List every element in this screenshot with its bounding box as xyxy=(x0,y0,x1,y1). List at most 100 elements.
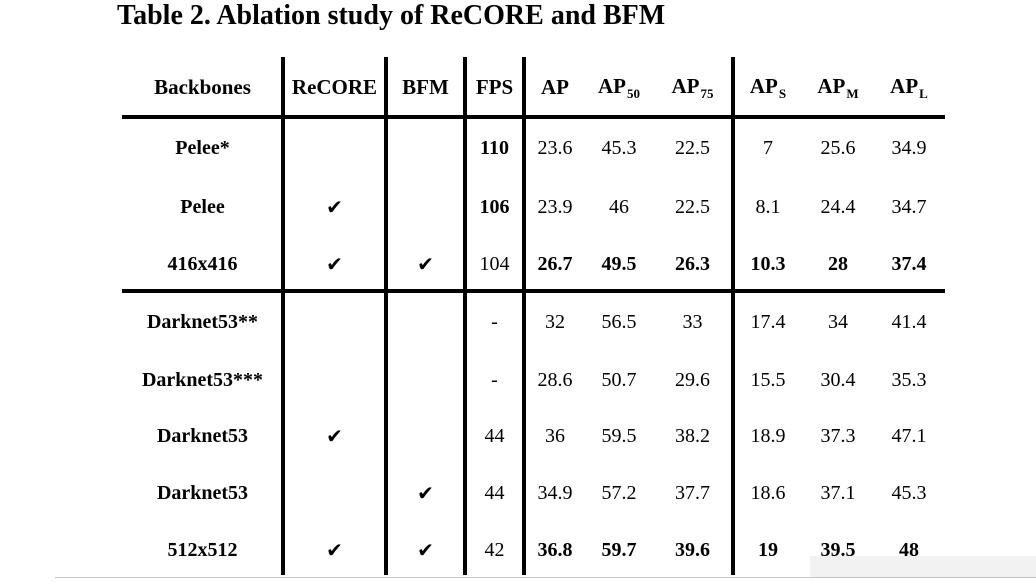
cell-r1-ap-large: 34.9 xyxy=(891,137,927,159)
cell-r4-recore xyxy=(283,292,386,351)
cell-r4-ap-small: 17.4 xyxy=(750,310,786,333)
cell-r7-recore xyxy=(283,464,386,521)
cell-r8-ap-small: 19 xyxy=(758,538,778,561)
cell-r8-recore-checkmark-icon: ✔ xyxy=(326,537,343,562)
cell-r6-ap: 36 xyxy=(545,425,565,447)
cell-r2-ap75: 22.5 xyxy=(675,195,710,218)
cell-r2-ap: 23.9 xyxy=(537,195,573,218)
cell-r8-ap50: 59.7 xyxy=(601,538,637,561)
header-ap50-label: AP50 xyxy=(598,73,640,101)
cell-r5-ap50: 50.7 xyxy=(601,368,637,391)
header-ap75-label: AP75 xyxy=(671,73,714,101)
cell-r3-ap-large: 37.4 xyxy=(891,252,927,275)
cell-r7-ap: 34.9 xyxy=(537,481,573,504)
cell-r6-recore-checkmark-icon: ✔ xyxy=(326,424,343,448)
column-rule-fps xyxy=(522,57,526,575)
header-ap-medium: APM xyxy=(803,57,873,118)
table-caption: Table 2. Ablation study of ReCORE and BF… xyxy=(117,0,666,31)
header-ap-small-label: APS xyxy=(749,73,787,101)
cell-r2-ap50: 46 xyxy=(609,195,629,218)
section-divider-rule xyxy=(122,289,945,293)
cell-r8-ap: 36.8 xyxy=(537,538,573,561)
cell-r3-ap50: 49.5 xyxy=(601,252,637,275)
cell-r6-backbone: Darknet53 xyxy=(156,425,249,447)
cell-r1-fps: 110 xyxy=(480,137,509,159)
column-rule-backbones xyxy=(281,57,285,575)
header-ap75: AP75 xyxy=(652,57,733,118)
cell-r2-fps: 106 xyxy=(479,195,510,218)
cell-r1-bfm xyxy=(386,118,465,178)
cell-r5-ap75: 29.6 xyxy=(675,368,710,391)
cell-r7-ap-medium: 37.1 xyxy=(820,481,856,504)
ablation-table: Backbones ReCORE BFM FPS AP AP50 AP75 AP… xyxy=(122,57,945,578)
cell-r4-fps: - xyxy=(491,310,498,333)
cell-r6-ap75: 38.2 xyxy=(675,425,710,447)
cell-r8-ap-large: 48 xyxy=(899,538,919,561)
cell-r4-ap50: 56.5 xyxy=(601,310,637,333)
cell-r3-recore-checkmark-icon: ✔ xyxy=(326,251,343,276)
cell-r6-ap-medium: 37.3 xyxy=(820,425,856,447)
cell-r7-fps: 44 xyxy=(484,481,505,504)
column-rule-bfm xyxy=(463,57,467,575)
cell-r7-ap50: 57.2 xyxy=(601,481,637,504)
header-bottom-rule xyxy=(122,115,945,119)
cell-r4-ap-medium: 34 xyxy=(828,310,848,333)
cell-r2-ap-large: 34.7 xyxy=(891,195,927,218)
header-fps: FPS xyxy=(475,75,514,99)
cell-r6-ap-large: 47.1 xyxy=(891,425,927,447)
cell-r4-bfm xyxy=(386,292,465,351)
cell-r6-ap50: 59.5 xyxy=(601,425,637,447)
cell-r7-ap75: 37.7 xyxy=(675,481,710,504)
header-recore: ReCORE xyxy=(291,75,378,99)
cell-r5-ap-medium: 30.4 xyxy=(820,368,856,391)
cell-r4-ap-large: 41.4 xyxy=(891,310,927,333)
cell-r7-ap-large: 45.3 xyxy=(891,481,927,504)
header-bfm: BFM xyxy=(402,75,449,99)
cell-r3-backbone: 416x416 xyxy=(167,252,238,275)
cell-r5-ap-small: 15.5 xyxy=(750,368,786,391)
column-rule-ap75 xyxy=(731,57,735,575)
cell-r4-ap75: 33 xyxy=(682,310,703,333)
cell-r8-bfm-checkmark-icon: ✔ xyxy=(417,537,434,562)
column-rule-recore xyxy=(384,57,388,575)
header-ap-large: APL xyxy=(873,57,945,118)
cell-r1-ap-small: 7 xyxy=(763,137,773,159)
cell-r7-backbone: Darknet53 xyxy=(156,481,249,504)
cell-r8-backbone: 512x512 xyxy=(167,538,238,561)
header-ap50: AP50 xyxy=(586,57,652,118)
cell-r8-ap75: 39.6 xyxy=(675,538,710,561)
cell-r3-fps: 104 xyxy=(479,252,510,275)
cell-r7-ap-small: 18.6 xyxy=(750,481,786,504)
cell-r3-ap-small: 10.3 xyxy=(750,252,786,275)
cell-r2-backbone: Pelee xyxy=(180,195,225,218)
header-backbones: Backbones xyxy=(154,75,251,99)
cell-r5-ap: 28.6 xyxy=(537,368,573,391)
cell-r3-ap75: 26.3 xyxy=(675,252,710,275)
cell-r5-bfm xyxy=(386,351,465,408)
cell-r7-bfm-checkmark-icon: ✔ xyxy=(417,480,434,505)
header-ap: AP xyxy=(541,75,569,99)
cell-r6-ap-small: 18.9 xyxy=(750,425,786,447)
cell-r2-ap-small: 8.1 xyxy=(755,195,781,218)
cell-r1-ap-medium: 25.6 xyxy=(820,137,856,159)
cell-r2-ap-medium: 24.4 xyxy=(820,195,856,218)
cell-r5-backbone: Darknet53*** xyxy=(141,368,264,391)
cell-r1-backbone: Pelee* xyxy=(175,137,230,159)
cell-r3-bfm-checkmark-icon: ✔ xyxy=(417,251,434,276)
cell-r3-ap-medium: 28 xyxy=(828,252,848,275)
cell-r6-bfm xyxy=(386,408,465,464)
cell-r3-ap: 26.7 xyxy=(537,252,573,275)
cell-r5-fps: - xyxy=(491,368,498,391)
header-ap-small: APS xyxy=(733,57,803,118)
header-ap-medium-label: APM xyxy=(817,73,859,101)
cell-r4-backbone: Darknet53** xyxy=(146,310,259,333)
cell-r2-recore-checkmark-icon: ✔ xyxy=(326,194,343,219)
cell-r1-recore xyxy=(283,118,386,178)
cell-r1-ap: 23.6 xyxy=(537,137,573,159)
cell-r2-bfm xyxy=(386,178,465,235)
cell-r5-recore xyxy=(283,351,386,408)
header-ap-large-label: APL xyxy=(890,73,928,101)
cutoff-row-line xyxy=(55,577,1036,578)
cell-r1-ap50: 45.3 xyxy=(601,137,637,159)
